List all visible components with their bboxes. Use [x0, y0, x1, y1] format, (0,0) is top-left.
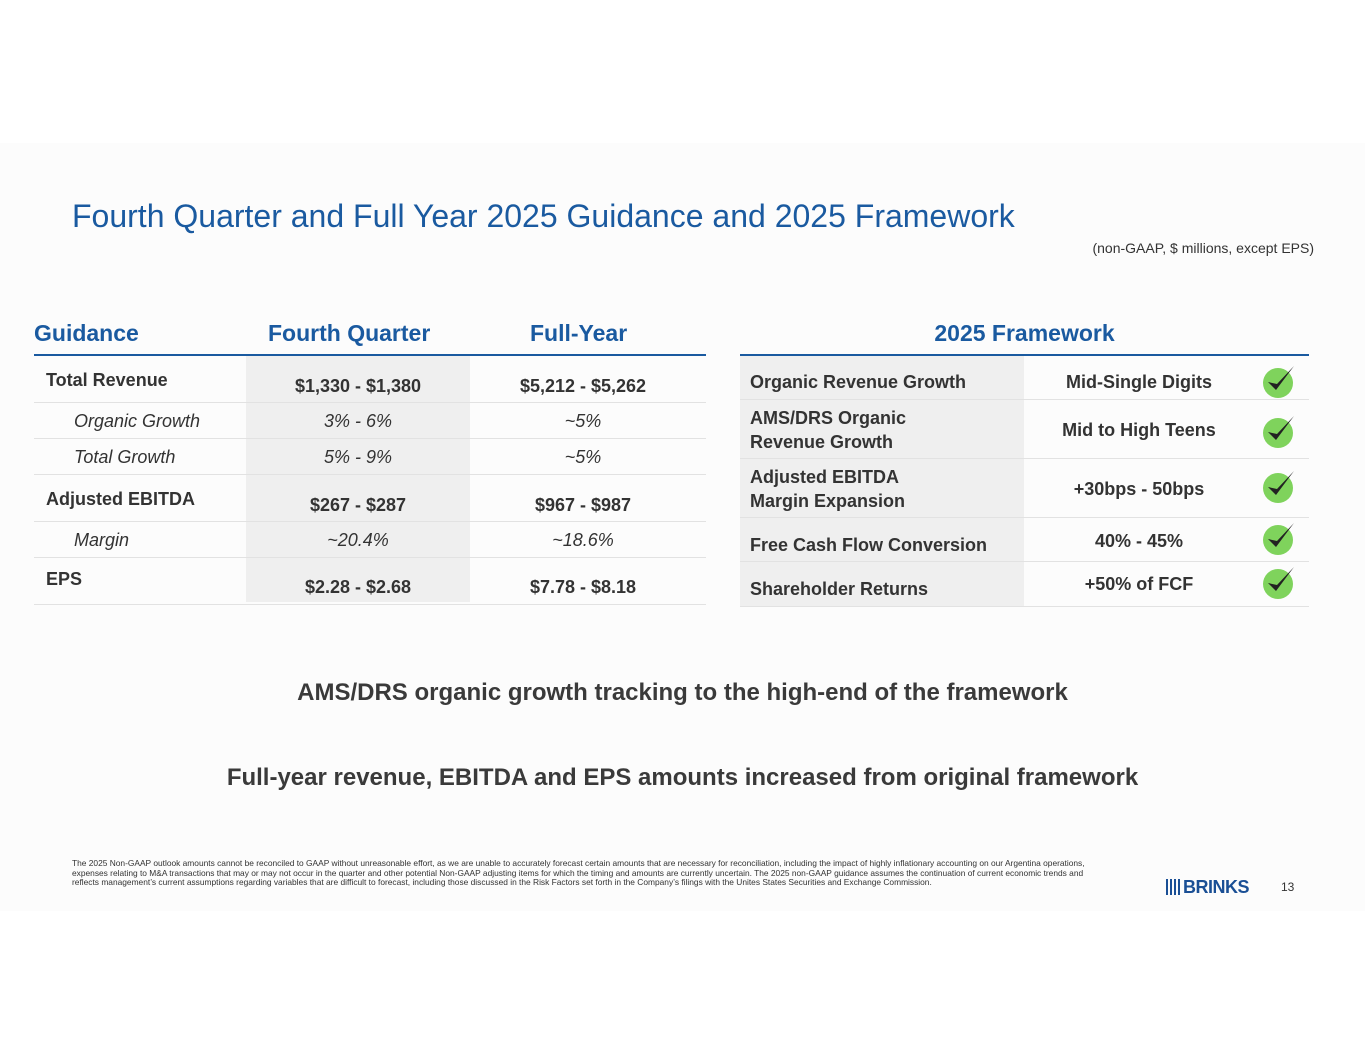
row-label-line1: Adjusted EBITDA — [750, 467, 900, 487]
row-value: 40% - 45% — [1094, 531, 1184, 551]
checkmark-icon — [1263, 471, 1294, 503]
table-row-adjusted-ebitda-margin-expansion: Adjusted EBITDA Margin Expansion +30bps … — [740, 459, 1309, 518]
page-title: Fourth Quarter and Full Year 2025 Guidan… — [72, 198, 1015, 234]
key-message-1: AMS/DRS organic growth tracking to the h… — [297, 679, 1068, 706]
row-label-cell: Free Cash Flow Conversion — [740, 518, 1024, 561]
table-row-organic-revenue-growth: Organic Revenue Growth Mid-Single Digits — [740, 356, 1309, 400]
slide-background — [0, 143, 1365, 911]
table-row-total-revenue: Total Revenue $1,330 - $1,380 $5,212 - $… — [34, 356, 706, 403]
fourth-quarter-column-shade — [246, 356, 470, 602]
table-row-total-growth: Total Growth 5% - 9% ~5% — [34, 439, 706, 475]
row-q4-value: $267 - $287 — [309, 495, 407, 515]
row-label: Total Growth — [74, 447, 176, 467]
row-fy-value: $5,212 - $5,262 — [519, 376, 647, 396]
framework-table: 2025 Framework Organic Revenue Growth Mi… — [740, 312, 1309, 607]
row-label: Organic Revenue Growth — [750, 372, 967, 392]
row-value: Mid-Single Digits — [1066, 372, 1212, 392]
row-value: +30bps - 50bps — [1073, 479, 1205, 499]
row-fy-value: $7.78 - $8.18 — [529, 577, 637, 597]
row-label-cell: Adjusted EBITDA Margin Expansion — [740, 459, 1024, 517]
row-label-line2: Margin Expansion — [750, 491, 906, 511]
table-row-ams-drs-organic-revenue-growth: AMS/DRS Organic Revenue Growth Mid to Hi… — [740, 400, 1309, 459]
row-label: Total Revenue — [46, 370, 168, 390]
row-fy-value: $967 - $987 — [534, 495, 632, 515]
checkmark-icon — [1263, 523, 1294, 555]
guidance-table-header: Guidance Fourth Quarter Full-Year — [34, 312, 706, 356]
row-label: Organic Growth — [74, 411, 201, 431]
row-label: Margin — [74, 530, 130, 550]
row-q4-value: ~20.4% — [327, 530, 389, 550]
header-fourth-quarter: Fourth Quarter — [268, 320, 431, 346]
checkmark-icon — [1263, 567, 1294, 599]
table-row-margin: Margin ~20.4% ~18.6% — [34, 522, 706, 558]
header-guidance: Guidance — [34, 320, 139, 346]
row-label-cell: AMS/DRS Organic Revenue Growth — [740, 400, 1024, 458]
row-value: +50% of FCF — [1084, 574, 1194, 594]
table-row-organic-growth: Organic Growth 3% - 6% ~5% — [34, 403, 706, 439]
row-label: EPS — [46, 569, 83, 589]
row-q4-value: $2.28 - $2.68 — [304, 577, 412, 597]
row-q4-value: $1,330 - $1,380 — [294, 376, 422, 396]
framework-table-header: 2025 Framework — [740, 312, 1309, 356]
key-message-2: Full-year revenue, EBITDA and EPS amount… — [226, 764, 1139, 791]
footnote: The 2025 Non-GAAP outlook amounts cannot… — [72, 858, 1085, 888]
row-value: Mid to High Teens — [1062, 420, 1216, 440]
logo-text: BRINKS — [1183, 876, 1250, 897]
row-fy-value: ~5% — [564, 447, 602, 467]
header-full-year: Full-Year — [530, 320, 628, 346]
row-q4-value: 3% - 6% — [323, 411, 393, 431]
row-label: Adjusted EBITDA — [46, 489, 196, 509]
table-row-eps: EPS $2.28 - $2.68 $7.78 - $8.18 — [34, 558, 706, 605]
row-label-line1: AMS/DRS Organic — [750, 408, 907, 428]
row-fy-value: ~18.6% — [552, 530, 614, 550]
table-row-free-cash-flow-conversion: Free Cash Flow Conversion 40% - 45% — [740, 518, 1309, 562]
logo-bars-icon — [1166, 879, 1180, 895]
row-label: Shareholder Returns — [750, 579, 929, 599]
row-q4-value: 5% - 9% — [323, 447, 393, 467]
brinks-logo: BRINKS — [1166, 876, 1250, 897]
row-label-cell: Shareholder Returns — [740, 562, 1024, 606]
page-number: 13 — [1281, 880, 1295, 894]
row-label-cell: Organic Revenue Growth — [740, 356, 1024, 399]
header-2025-framework: 2025 Framework — [934, 320, 1115, 346]
page-subtitle: (non-GAAP, $ millions, except EPS) — [1092, 240, 1314, 256]
guidance-table: Guidance Fourth Quarter Full-Year Total … — [34, 312, 706, 605]
row-fy-value: ~5% — [564, 411, 602, 431]
row-label: Free Cash Flow Conversion — [750, 535, 988, 555]
checkmark-icon — [1263, 416, 1294, 448]
checkmark-icon — [1263, 366, 1294, 398]
table-row-adjusted-ebitda: Adjusted EBITDA $267 - $287 $967 - $987 — [34, 475, 706, 522]
row-label-line2: Revenue Growth — [750, 432, 894, 452]
table-row-shareholder-returns: Shareholder Returns +50% of FCF — [740, 562, 1309, 607]
